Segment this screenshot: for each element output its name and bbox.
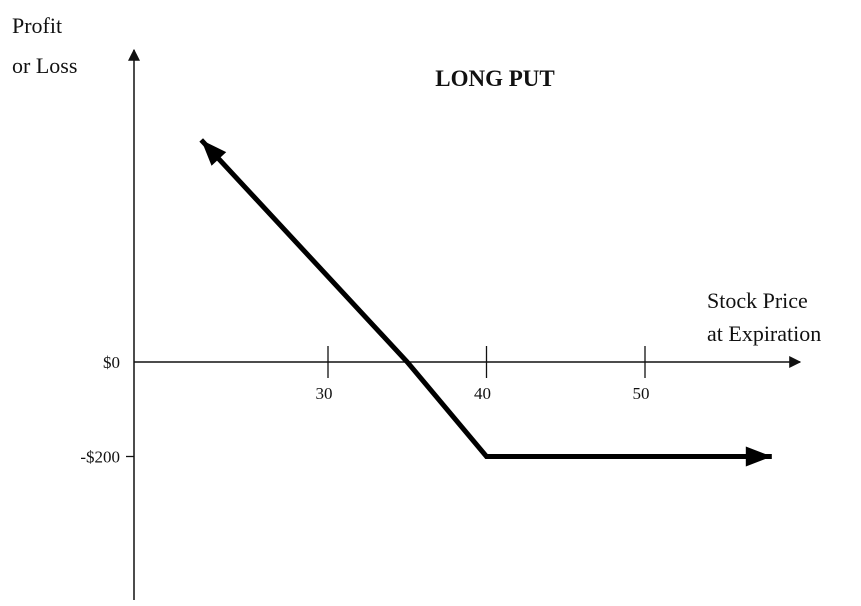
y-axis-label-line1: Profit [12, 13, 62, 38]
x-axis-label-line2: at Expiration [707, 321, 821, 346]
y-ticks: $0 -$200 [80, 353, 134, 467]
y-axis-label-line2: or Loss [12, 53, 77, 78]
chart-title: LONG PUT [435, 66, 554, 91]
y-tick-label-neg200: -$200 [80, 448, 120, 467]
series-layer [199, 138, 772, 467]
payoff-arrowhead-start [201, 139, 227, 166]
x-axis-label-line1: Stock Price [707, 288, 808, 313]
payoff-arrowhead-end [745, 446, 772, 467]
x-ticks: 30 40 50 [316, 346, 650, 403]
payoff-line [199, 138, 772, 459]
y-tick-label-zero: $0 [103, 353, 120, 372]
x-tick-label-50: 50 [633, 384, 650, 403]
x-tick-label-40: 40 [474, 384, 491, 403]
x-tick-label-30: 30 [316, 384, 333, 403]
